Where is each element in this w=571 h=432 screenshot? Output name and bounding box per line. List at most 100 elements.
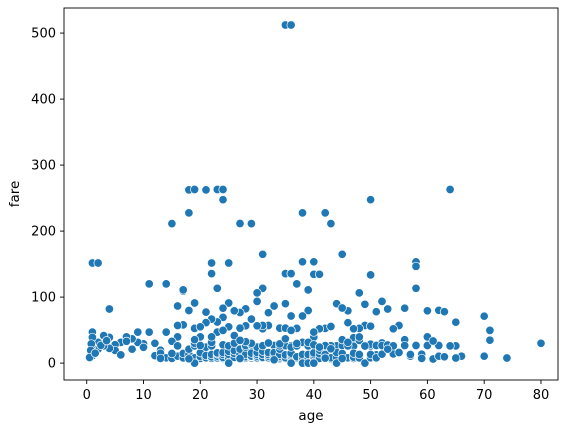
data-point — [309, 358, 319, 368]
data-point — [161, 327, 171, 337]
data-point — [201, 307, 211, 317]
data-point — [184, 208, 194, 218]
data-point — [309, 257, 319, 267]
data-point — [127, 344, 137, 354]
data-point — [383, 304, 393, 314]
data-point — [366, 195, 376, 205]
data-point — [314, 342, 325, 352]
data-point — [286, 325, 296, 335]
data-point — [144, 327, 154, 337]
data-point — [326, 344, 336, 354]
data-point — [286, 20, 296, 30]
data-point — [411, 340, 421, 351]
data-point — [337, 249, 347, 259]
x-tick-label: 70 — [476, 388, 493, 403]
data-point — [263, 338, 273, 348]
x-tick-label: 30 — [249, 388, 266, 403]
x-tick-label: 80 — [533, 388, 550, 403]
data-point — [190, 184, 200, 195]
data-point — [292, 338, 302, 349]
data-point — [422, 306, 432, 316]
data-point — [411, 261, 421, 271]
data-point — [349, 324, 359, 334]
data-point — [428, 336, 438, 346]
data-point — [173, 301, 183, 311]
data-point — [354, 288, 364, 298]
data-point — [201, 185, 211, 195]
data-point — [383, 344, 393, 354]
data-point — [297, 208, 308, 218]
data-point — [155, 353, 166, 363]
data-point — [218, 303, 228, 313]
data-point — [388, 324, 398, 334]
data-point — [167, 219, 177, 229]
data-point — [405, 349, 415, 360]
data-point — [303, 285, 313, 295]
data-point — [445, 341, 455, 351]
data-point — [173, 341, 183, 351]
data-point — [485, 325, 495, 335]
data-point — [297, 257, 308, 267]
data-point — [258, 249, 268, 259]
data-point — [269, 301, 279, 311]
plot-frame — [63, 7, 559, 381]
data-point — [439, 307, 449, 317]
data-point — [377, 296, 387, 306]
data-point — [235, 353, 245, 364]
data-point — [314, 269, 325, 279]
y-tick-label: 200 — [31, 225, 56, 240]
data-point — [479, 311, 489, 321]
data-point — [485, 335, 495, 345]
data-point — [150, 338, 160, 348]
x-tick-label: 10 — [135, 388, 152, 403]
data-point — [360, 299, 370, 309]
data-point — [309, 327, 319, 337]
data-point — [536, 338, 546, 348]
data-point — [218, 195, 228, 205]
data-point — [121, 336, 132, 346]
data-point — [90, 348, 100, 358]
x-tick-label: 20 — [192, 388, 209, 403]
data-point — [116, 350, 126, 360]
data-point — [263, 308, 273, 318]
y-tick-label: 400 — [31, 93, 56, 108]
data-point — [451, 353, 461, 363]
data-point — [360, 341, 370, 351]
data-point — [218, 325, 228, 335]
x-tick-label: 50 — [362, 388, 379, 403]
data-point — [451, 317, 461, 327]
data-point — [286, 358, 296, 368]
data-point — [337, 353, 347, 364]
data-point — [195, 340, 205, 351]
data-point — [343, 318, 353, 328]
x-tick-label: 0 — [83, 388, 91, 403]
data-point — [207, 269, 217, 279]
data-point — [411, 283, 421, 293]
data-point — [252, 288, 262, 298]
x-tick-label: 60 — [419, 388, 436, 403]
data-point — [104, 304, 114, 314]
data-point — [212, 283, 222, 293]
data-point — [144, 279, 154, 289]
data-point — [195, 322, 205, 332]
data-point — [218, 184, 228, 195]
data-point — [178, 285, 188, 295]
data-point — [326, 321, 336, 332]
data-point — [190, 298, 200, 308]
data-point — [280, 299, 290, 309]
data-point — [207, 258, 217, 268]
data-point — [326, 219, 336, 229]
data-point — [252, 296, 262, 306]
y-tick-label: 100 — [31, 291, 56, 306]
data-point — [417, 353, 427, 363]
axes: 0 10 20 30 40 50 60 70 80 0 100 200 300 400 500 — [31, 7, 559, 403]
data-point — [133, 327, 143, 337]
data-point — [235, 335, 245, 345]
y-tick-label: 0 — [48, 357, 56, 372]
data-point — [252, 321, 262, 331]
data-point — [303, 305, 313, 316]
data-point — [343, 337, 353, 347]
data-point — [479, 351, 489, 361]
data-point — [400, 303, 410, 313]
